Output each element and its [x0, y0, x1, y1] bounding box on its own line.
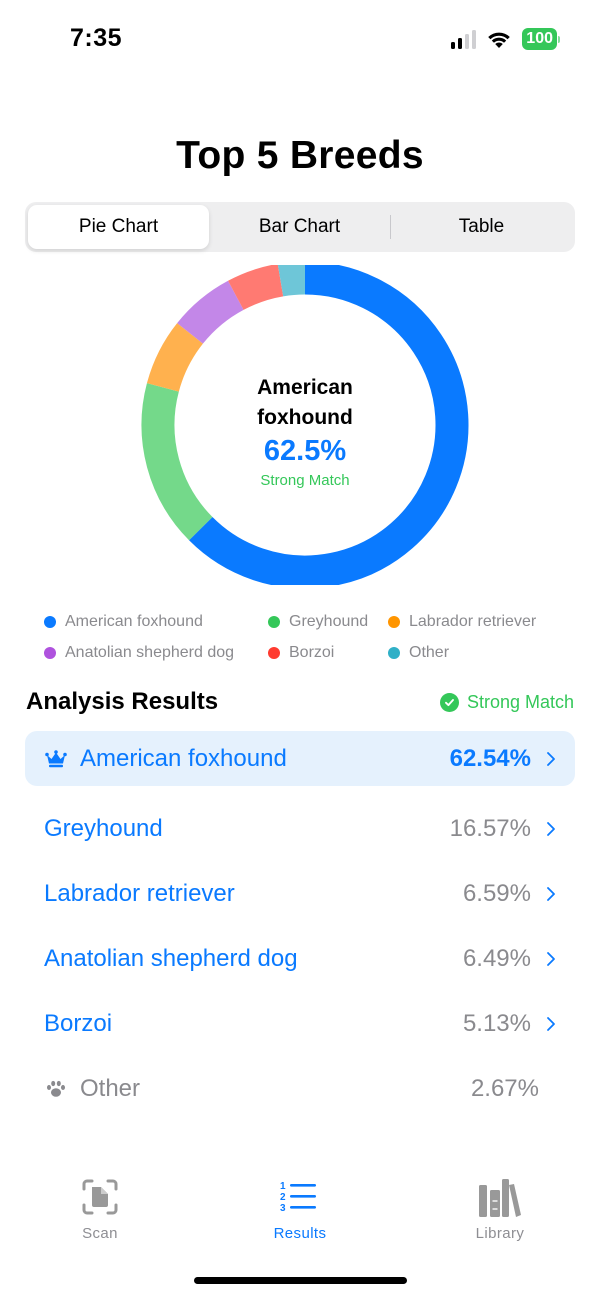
result-percent: 16.57%	[449, 814, 531, 842]
result-percent: 2.67%	[470, 1074, 539, 1102]
donut-slice	[141, 383, 213, 541]
chevron-right-icon	[545, 751, 557, 767]
chart-type-segmented-control: Pie Chart Bar Chart Table	[25, 202, 575, 252]
analysis-results-title: Analysis Results	[26, 688, 219, 715]
segment-bar-chart[interactable]: Bar Chart	[258, 216, 341, 237]
segment-pie-chart[interactable]: Pie Chart	[28, 205, 209, 249]
svg-text:2: 2	[280, 1192, 286, 1203]
svg-text:3: 3	[280, 1203, 286, 1214]
tab-results[interactable]: 1 2 3 Results	[200, 1175, 400, 1245]
donut-center-breed: American foxhound	[257, 376, 353, 429]
donut-center: American foxhound 62.5% Strong Match	[135, 265, 475, 585]
crown-icon	[44, 749, 68, 768]
result-percent: 5.13%	[462, 1009, 531, 1037]
donut-slice	[228, 265, 284, 311]
analysis-results-header: Analysis Results Strong Match	[26, 688, 574, 716]
donut-chart-graphic	[141, 265, 469, 585]
checkmark-circle-icon	[439, 692, 459, 712]
legend-dot-icon	[44, 616, 56, 628]
tab-label: Library	[475, 1225, 525, 1242]
result-breed-name: Greyhound	[44, 814, 163, 842]
result-row-borzoi[interactable]: Borzoi 5.13%	[25, 991, 575, 1056]
results-list: American foxhound 62.54% Greyhound 16.57…	[25, 731, 575, 1121]
scan-document-icon	[81, 1175, 119, 1219]
chevron-right-icon	[545, 821, 557, 837]
segment-divider	[390, 215, 391, 239]
donut-chart: American foxhound 62.5% Strong Match	[135, 265, 475, 585]
legend-item: Labrador retriever	[388, 613, 584, 631]
tab-label: Results	[273, 1225, 327, 1242]
chevron-right-icon	[545, 1016, 557, 1032]
strong-match-label: Strong Match	[466, 691, 574, 712]
result-breed-name: Borzoi	[44, 1009, 113, 1037]
legend-dot-icon	[268, 647, 280, 659]
tab-label: Scan	[82, 1225, 118, 1242]
legend-item: Greyhound	[268, 613, 388, 631]
battery-icon: 100	[522, 28, 560, 50]
result-percent: 6.49%	[462, 944, 531, 972]
donut-center-percent: 62.5%	[263, 435, 347, 467]
legend-dot-icon	[268, 616, 280, 628]
tab-scan[interactable]: Scan	[0, 1175, 200, 1245]
books-icon	[478, 1175, 522, 1219]
result-breed-name: Anatolian shepherd dog	[44, 944, 298, 972]
tab-bar: Scan 1 2 3 Results Library	[0, 1175, 600, 1245]
status-bar: 7:35 100	[0, 0, 600, 80]
result-row-other: Other 2.67%	[25, 1056, 575, 1121]
chart-legend: American foxhound Greyhound Labrador ret…	[44, 613, 584, 662]
donut-slice	[177, 280, 245, 345]
result-breed-name: Labrador retriever	[44, 879, 235, 907]
paw-icon	[44, 1080, 68, 1098]
result-breed-name: Other	[80, 1074, 141, 1102]
legend-item: Borzoi	[268, 644, 388, 662]
legend-dot-icon	[44, 647, 56, 659]
result-row-labrador-retriever[interactable]: Labrador retriever 6.59%	[25, 861, 575, 926]
cellular-signal-icon	[451, 29, 477, 49]
legend-item: Anatolian shepherd dog	[44, 644, 268, 662]
result-row-american-foxhound[interactable]: American foxhound 62.54%	[25, 731, 575, 786]
status-icons: 100	[451, 28, 560, 50]
segment-table[interactable]: Table	[458, 216, 505, 237]
legend-dot-icon	[388, 647, 400, 659]
result-row-greyhound[interactable]: Greyhound 16.57%	[25, 796, 575, 861]
strong-match-badge: Strong Match	[439, 691, 574, 713]
svg-text:1: 1	[280, 1181, 286, 1192]
chevron-right-icon	[545, 886, 557, 902]
result-percent: 62.54%	[449, 744, 531, 772]
home-indicator[interactable]	[194, 1277, 407, 1284]
chevron-right-icon	[545, 951, 557, 967]
donut-slice	[189, 265, 469, 585]
result-row-anatolian-shepherd-dog[interactable]: Anatolian shepherd dog 6.49%	[25, 926, 575, 991]
battery-level: 100	[522, 28, 557, 50]
legend-dot-icon	[388, 616, 400, 628]
result-percent: 6.59%	[462, 879, 531, 907]
status-time: 7:35	[70, 24, 123, 52]
donut-slice	[146, 323, 204, 393]
donut-slice	[277, 265, 306, 297]
tab-library[interactable]: Library	[400, 1175, 600, 1245]
result-breed-name: American foxhound	[80, 744, 287, 772]
donut-center-match-label: Strong Match	[260, 472, 350, 489]
page-title: Top 5 Breeds	[176, 134, 424, 177]
wifi-icon	[488, 32, 511, 48]
legend-item: American foxhound	[44, 613, 268, 631]
legend-item: Other	[388, 644, 584, 662]
numbered-list-icon: 1 2 3	[280, 1175, 320, 1219]
